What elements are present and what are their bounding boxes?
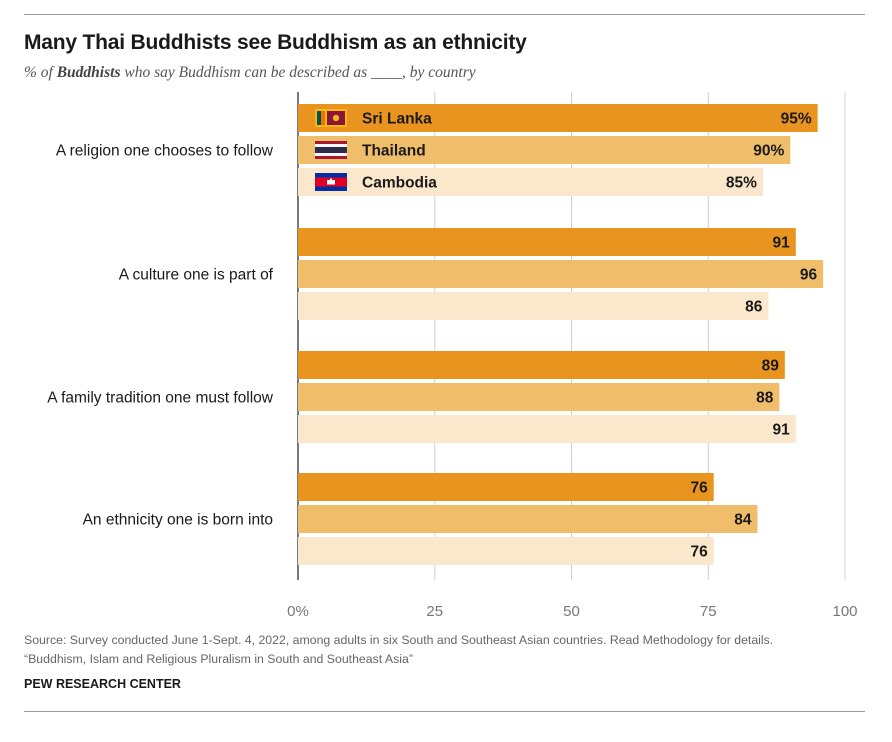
data-label-thailand-3: 84 (734, 512, 752, 529)
chart-subtitle: % of Buddhists who say Buddhism can be d… (24, 64, 476, 82)
bar-cambodia-0 (298, 168, 763, 196)
bar-cambodia-1 (298, 292, 769, 320)
bottom-rule (24, 711, 865, 712)
legend-label-sri-lanka: Sri Lanka (362, 111, 432, 128)
legend-label-cambodia: Cambodia (362, 175, 437, 192)
data-label-thailand-0: 90% (753, 143, 784, 160)
x-tick-label-50: 50 (563, 603, 580, 620)
bar-sri-lanka-0 (298, 104, 818, 132)
bar-sri-lanka-3 (298, 473, 714, 501)
bar-cambodia-3 (298, 537, 714, 565)
brand-name: PEW RESEARCH CENTER (24, 677, 181, 691)
top-rule (24, 14, 865, 15)
bar-thailand-0 (298, 136, 791, 164)
bar-thailand-1 (298, 260, 824, 288)
legend-label-thailand: Thailand (362, 143, 426, 160)
bar-thailand-3 (298, 505, 758, 533)
subtitle-bold: Buddhists (56, 64, 121, 81)
bar-sri-lanka-1 (298, 228, 796, 256)
cambodia-flag-icon (315, 173, 347, 191)
chart-title: Many Thai Buddhists see Buddhism as an e… (24, 31, 527, 54)
data-label-sri-lanka-0: 95% (781, 111, 812, 128)
data-label-thailand-1: 96 (800, 267, 818, 284)
data-label-cambodia-0: 85% (726, 175, 757, 192)
thailand-flag-icon (315, 141, 347, 159)
data-label-cambodia-1: 86 (745, 299, 763, 316)
bar-thailand-2 (298, 383, 780, 411)
category-label-0: A religion one chooses to follow (56, 143, 274, 160)
sri-lanka-flag-icon (315, 109, 347, 127)
category-label-1: A culture one is part of (119, 267, 274, 284)
source-line-1: Source: Survey conducted June 1-Sept. 4,… (24, 633, 774, 647)
bar-cambodia-2 (298, 415, 796, 443)
source-line-2: “Buddhism, Islam and Religious Pluralism… (24, 652, 413, 666)
category-label-3: An ethnicity one is born into (83, 512, 273, 529)
data-label-cambodia-2: 91 (773, 422, 791, 439)
subtitle-suffix: who say Buddhism can be described as ___… (120, 64, 476, 81)
x-tick-label-75: 75 (700, 603, 717, 620)
x-tick-label-25: 25 (426, 603, 443, 620)
x-tick-label-0: 0% (287, 603, 309, 620)
data-label-sri-lanka-2: 89 (762, 358, 780, 375)
bar-sri-lanka-2 (298, 351, 785, 379)
source-note: Source: Survey conducted June 1-Sept. 4,… (24, 631, 773, 669)
category-label-2: A family tradition one must follow (47, 390, 274, 407)
data-label-sri-lanka-1: 91 (773, 235, 791, 252)
data-label-cambodia-3: 76 (690, 544, 708, 561)
data-label-sri-lanka-3: 76 (690, 480, 708, 497)
data-label-thailand-2: 88 (756, 390, 774, 407)
x-tick-label-100: 100 (832, 603, 857, 620)
subtitle-prefix: % of (24, 64, 57, 81)
